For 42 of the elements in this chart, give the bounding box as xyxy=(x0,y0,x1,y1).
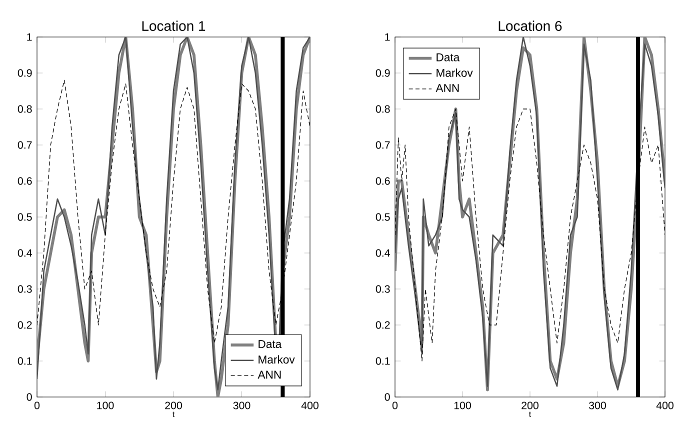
x-axis-title: t xyxy=(172,412,175,417)
y-tick-label: 0.9 xyxy=(376,69,390,77)
y-tick-label: 0.4 xyxy=(18,249,32,257)
y-tick-label: 0.6 xyxy=(376,177,390,185)
chart-title: Location 1 xyxy=(142,20,206,31)
y-tick-label: 0.6 xyxy=(18,177,32,185)
y-tick-label: 0.5 xyxy=(376,213,390,221)
y-tick-label: 0.1 xyxy=(376,357,390,365)
y-tick-label: 0.8 xyxy=(376,105,390,113)
x-tick-label: 300 xyxy=(589,402,606,410)
x-tick-label: 300 xyxy=(233,402,250,410)
y-tick-label: 0.4 xyxy=(376,249,390,257)
x-tick-label: 100 xyxy=(454,402,471,410)
x-tick-label: 200 xyxy=(522,402,538,410)
x-tick-label: 400 xyxy=(301,402,318,410)
legend-label: Data xyxy=(258,340,282,348)
y-tick-label: 0.3 xyxy=(376,285,390,293)
y-tick-label: 0.1 xyxy=(18,357,32,365)
x-tick-label: 0 xyxy=(392,402,398,410)
x-axis-title: t xyxy=(529,412,532,417)
y-tick-label: 0.7 xyxy=(376,141,390,149)
legend-label: Data xyxy=(436,53,460,62)
legend-label: ANN xyxy=(436,84,459,92)
x-tick-label: 100 xyxy=(97,402,114,410)
y-tick-label: 0 xyxy=(384,393,390,401)
x-tick-label: 0 xyxy=(34,402,40,410)
y-tick-label: 0 xyxy=(26,393,32,401)
chart-title: Location 6 xyxy=(498,20,562,31)
legend-label: Markov xyxy=(258,355,295,364)
y-tick-label: 0.5 xyxy=(18,213,32,221)
y-tick-label: 1 xyxy=(27,33,32,41)
x-tick-label: 200 xyxy=(165,402,182,410)
y-tick-label: 0.2 xyxy=(18,321,32,329)
y-tick-label: 1 xyxy=(385,33,390,41)
y-tick-label: 0.9 xyxy=(18,69,32,77)
y-tick-label: 0.3 xyxy=(18,285,32,293)
y-tick-label: 0.8 xyxy=(18,105,32,113)
legend-label: ANN xyxy=(258,370,281,379)
legend-label: Markov xyxy=(436,68,473,77)
y-tick-label: 0.2 xyxy=(376,321,390,329)
x-tick-label: 400 xyxy=(656,402,674,410)
y-tick-label: 0.7 xyxy=(18,141,32,149)
